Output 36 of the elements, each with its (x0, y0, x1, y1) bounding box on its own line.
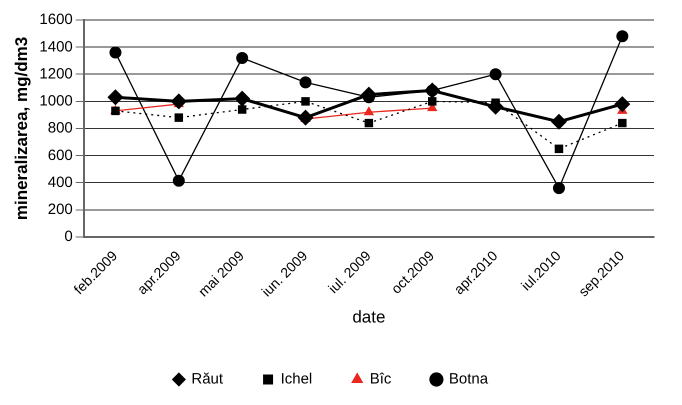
y-tick-label: 1400 (39, 38, 73, 56)
point (614, 96, 630, 112)
point (552, 182, 565, 194)
y-tick-label: 1200 (39, 65, 73, 82)
y-tick-label: 1000 (39, 92, 73, 110)
point (170, 93, 187, 110)
point (428, 97, 436, 106)
x-axis-title: date (352, 307, 386, 326)
legend-label: Ichel (280, 370, 312, 388)
y-tick-label: 0 (64, 228, 73, 246)
point (301, 97, 310, 106)
point (109, 46, 122, 59)
y-tick-label: 200 (48, 201, 73, 218)
y-tick-label: 400 (48, 174, 73, 191)
point (174, 113, 184, 122)
y-tick-label: 600 (48, 146, 73, 164)
point (172, 174, 185, 187)
point (616, 30, 628, 42)
point (300, 76, 312, 88)
point (618, 118, 627, 128)
point (238, 105, 246, 114)
point (107, 89, 124, 106)
point (298, 110, 314, 126)
point (236, 52, 248, 64)
point (550, 114, 567, 130)
point (490, 68, 502, 80)
legend-label: Botna (448, 370, 489, 388)
y-tick-label: 800 (48, 120, 73, 137)
legend-label: Răut (191, 370, 224, 388)
point (364, 118, 374, 128)
point (234, 90, 250, 107)
legend-label: Bîc (370, 370, 392, 388)
y-tick-label: 1600 (39, 11, 73, 28)
point (554, 144, 564, 154)
y-axis-title: mineralizarea, mg/dm3 (12, 36, 31, 220)
point (364, 106, 374, 116)
